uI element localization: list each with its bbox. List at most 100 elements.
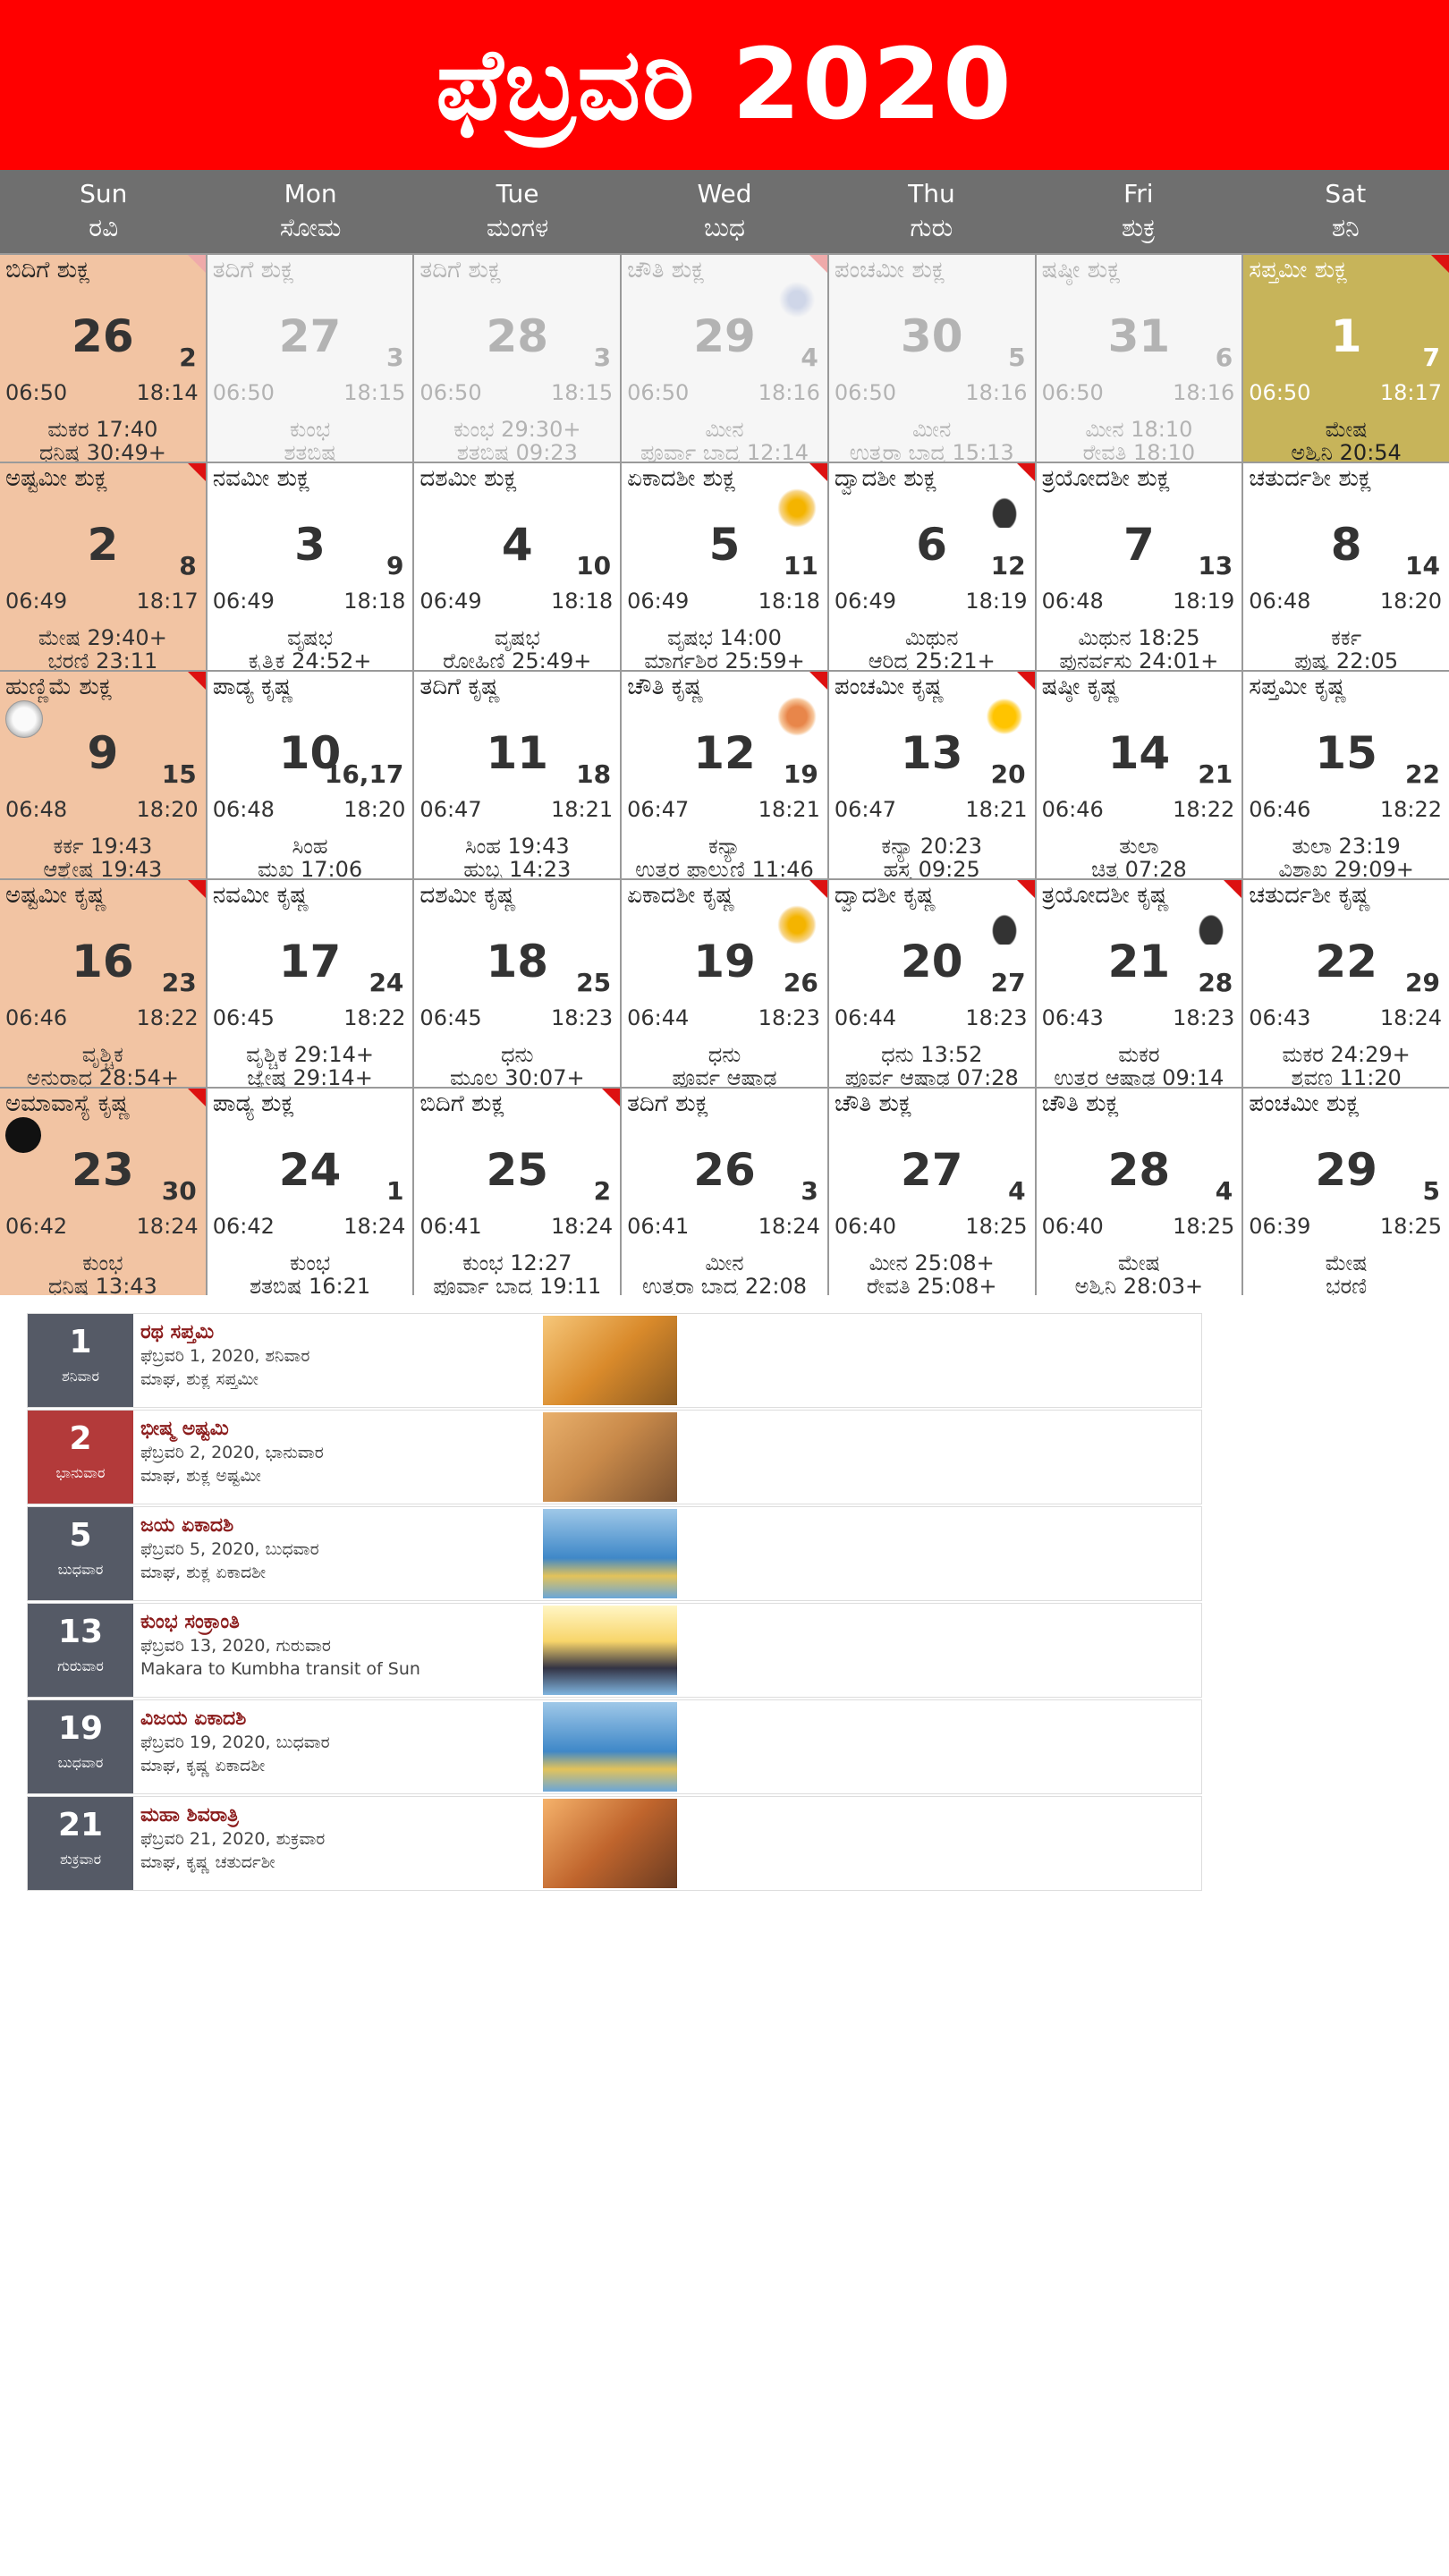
day-cell[interactable]: ಅಮಾವಾಸ್ಯೆ ಕೃಷ್ಣ 23 30 06:42 18:24 ಕುಂಭ ಧನಿಷ್ಠ …: [0, 1089, 206, 1295]
day-cell[interactable]: ನವಮೀ ಶುಕ್ಲ 3 9 06:49 18:18 ವೃಷಭ ಕೃತ್ತಿಕ 24:52+: [207, 463, 413, 670]
day-cell[interactable]: ಏಕಾದಶೀ ಶುಕ್ಲ 5 11 06:49 18:18 ವೃಷಭ 14:00 ಮಾರ್ಗ…: [622, 463, 827, 670]
sunset-time: 18:24: [1379, 1005, 1442, 1030]
sunrise-time: 06:42: [5, 1214, 68, 1239]
weekday-en-label: Thu: [908, 179, 955, 208]
tithi-label: ಏಕಾದಶೀ ಕೃಷ್ಣ: [627, 882, 735, 909]
day-cell[interactable]: ಪಂಚಮೀ ಕೃಷ್ಣ 13 20 06:47 18:21 ಕನ್ಯಾ 20:23 ಹಸ್ತ…: [828, 672, 1035, 878]
festival-row[interactable]: 13 ಗುರುವಾರ ಕುಂಭ ಸಂಕ್ರಾಂತಿ ಫೆಬ್ರವರಿ 13, 2020…: [27, 1603, 1202, 1698]
day-cell[interactable]: ಚೌತಿ ಶುಕ್ಲ 29 4 06:50 18:16 ಮೀನ ಪೂರ್ವಾ ಬಾದ್ರ 1…: [622, 255, 827, 462]
festival-image[interactable]: [543, 1606, 677, 1695]
festival-row[interactable]: 19 ಬುಧವಾರ ವಿಜಯ ಏಕಾದಶಿ ಫೆಬ್ರವರಿ 19, 2020, ಬು…: [27, 1699, 1202, 1794]
festival-row-spacer: [677, 1314, 1201, 1407]
day-cell[interactable]: ಚತುರ್ದಶೀ ಕೃಷ್ಣ 22 29 06:43 18:24 ಮಕರ 24:29+ ಶ್…: [1243, 880, 1449, 1087]
day-cell[interactable]: ದ್ವಾದಶೀ ಕೃಷ್ಣ 20 27 06:44 18:23 ಧನು 13:52 ಪೂರ್…: [828, 880, 1035, 1087]
sunset-time: 18:21: [758, 797, 820, 822]
day-cell[interactable]: ತ್ರಯೋದಶೀ ಶುಕ್ಲ 7 13 06:48 18:19 ಮಿಥುನ 18:25 ಪು…: [1036, 463, 1242, 670]
day-cell[interactable]: ಹುಣ್ಣಿಮೆ ಶುಕ್ಲ 9 15 06:48 18:20 ಕರ್ಕ 19:43 ಆಶ್…: [0, 672, 206, 878]
day-cell[interactable]: ಪಾಡ್ಯ ಶುಕ್ಲ 24 1 06:42 18:24 ಕುಂಭ ಶತಬಿಷ 16:21: [207, 1089, 413, 1295]
sunset-time: 18:16: [965, 380, 1028, 405]
weekday-thu: Thu ಗುರು: [828, 170, 1035, 253]
day-cell[interactable]: ಸಪ್ತಮೀ ಕೃಷ್ಣ 15 22 06:46 18:22 ತುಲಾ 23:19 ವಿಶಾ…: [1243, 672, 1449, 878]
day-cell[interactable]: ಪಂಚಮೀ ಶುಕ್ಲ 30 5 06:50 18:16 ಮೀನ ಉತ್ತರಾ ಬಾದ್ರ …: [828, 255, 1035, 462]
festival-name-link[interactable]: ವಿಜಯ ಏಕಾದಶಿ: [140, 1707, 247, 1730]
day-cell[interactable]: ತದಿಗೆ ಕೃಷ್ಣ 11 18 06:47 18:21 ಸಿಂಹ 19:43 ಹುಬ್ಬ…: [414, 672, 621, 878]
nakshatra-line: ಶತಬಿಷ 09:23: [456, 440, 578, 462]
festival-name-link[interactable]: ಕುಂಭ ಸಂಕ್ರಾಂತಿ: [140, 1611, 240, 1633]
festival-image[interactable]: [543, 1316, 677, 1405]
sunset-time: 18:15: [343, 380, 406, 405]
day-cell[interactable]: ಸಪ್ತಮೀ ಶುಕ್ಲ 1 7 06:50 18:17 ಮೇಷ ಅಶ್ವಿನಿ 20:54: [1243, 255, 1449, 462]
day-cell[interactable]: ದಶಮೀ ಶುಕ್ಲ 4 10 06:49 18:18 ವೃಷಭ ರೋಹಿಣಿ 25:49+: [414, 463, 621, 670]
weekday-en-label: Wed: [697, 179, 752, 208]
festival-name-link[interactable]: ಜಯ ಏಕಾದಶಿ: [140, 1514, 234, 1537]
day-cell[interactable]: ಅಷ್ಟಮೀ ಕೃಷ್ಣ 16 23 06:46 18:22 ವೃಶ್ಚಿಕ ಅನುರಾಧ …: [0, 880, 206, 1087]
day-cell[interactable]: ತದಿಗೆ ಶುಕ್ಲ 28 3 06:50 18:15 ಕುಂಭ 29:30+ ಶತಬಿಷ…: [414, 255, 621, 462]
day-cell[interactable]: ಷಷ್ಠೀ ಕೃಷ್ಣ 14 21 06:46 18:22 ತುಲಾ ಚಿತ್ರ 07:28: [1036, 672, 1242, 878]
day-cell[interactable]: ಪಾಡ್ಯ ಕೃಷ್ಣ 10 16,17 06:48 18:20 ಸಿಂಹ ಮಖ 17:06: [207, 672, 413, 878]
day-cell[interactable]: ತ್ರಯೋದಶೀ ಕೃಷ್ಣ 21 28 06:43 18:23 ಮಕರ ಉತ್ತರ ಆಷಾ…: [1036, 880, 1242, 1087]
rashi-line: ವೃಷಭ: [494, 625, 540, 650]
lunar-day-number: 2: [179, 343, 197, 372]
rashi-line: ಮೀನ 18:10: [1085, 417, 1193, 442]
rashi-line: ಮೀನ: [705, 1250, 744, 1275]
festival-date-badge: 2 ಭಾನುವಾರ: [28, 1411, 133, 1504]
day-cell[interactable]: ಬಿದಿಗೆ ಶುಕ್ಲ 26 2 06:50 18:14 ಮಕರ 17:40 ಧನಿಷ್ಠ…: [0, 255, 206, 462]
shiva-linga-icon: [984, 905, 1024, 945]
nakshatra-line: ಉತ್ತರ ಆಷಾಢ 09:14: [1054, 1065, 1224, 1087]
day-cell[interactable]: ನವಮೀ ಕೃಷ್ಣ 17 24 06:45 18:22 ವೃಶ್ಚಿಕ 29:14+ ಜ್…: [207, 880, 413, 1087]
festival-row[interactable]: 1 ಶನಿವಾರ ರಥ ಸಪ್ತಮಿ ಫೆಬ್ರವರಿ 1, 2020, ಶನಿವಾರ…: [27, 1313, 1202, 1408]
festival-image[interactable]: [543, 1509, 677, 1598]
nakshatra-info: ವೃಶ್ಚಿಕ ಅನುರಾಧ 28:54+: [0, 1043, 206, 1087]
nakshatra-line: ಉತ್ತರಾ ಬಾದ್ರ 22:08: [641, 1274, 807, 1295]
nakshatra-info: ಧನು ಮೂಲ 30:07+: [414, 1043, 620, 1087]
festival-name-link[interactable]: ಭೀಷ್ಮ ಅಷ್ಟಮಿ: [140, 1418, 229, 1440]
festival-name-link[interactable]: ರಥ ಸಪ್ತಮಿ: [140, 1321, 215, 1343]
day-number: 8: [1330, 519, 1362, 571]
tithi-label: ತದಿಗೆ ಶುಕ್ಲ: [212, 257, 294, 284]
sunrise-time: 06:39: [1249, 1214, 1311, 1239]
nakshatra-line: ಆರಿದ್ರ 25:21+: [868, 648, 996, 670]
tithi-label: ದಶಮೀ ಕೃಷ್ಣ: [419, 882, 517, 909]
lunar-day-number: 3: [386, 343, 404, 372]
festival-row[interactable]: 5 ಬುಧವಾರ ಜಯ ಏಕಾದಶಿ ಫೆಬ್ರವರಿ 5, 2020, ಬುಧವಾರ…: [27, 1506, 1202, 1601]
nakshatra-info: ಕರ್ಕ ಪುಷ್ಯ 22:05: [1243, 626, 1449, 670]
day-cell[interactable]: ಏಕಾದಶೀ ಕೃಷ್ಣ 19 26 06:44 18:23 ಧನು ಪೂರ್ವ ಆಷಾಢ: [622, 880, 827, 1087]
tithi-label: ಅಷ್ಟಮೀ ಕೃಷ್ಣ: [5, 882, 107, 909]
day-cell[interactable]: ಚೌತಿ ಶುಕ್ಲ 28 4 06:40 18:25 ಮೇಷ ಅಶ್ವಿನಿ 28:03+: [1036, 1089, 1242, 1295]
festival-image[interactable]: [543, 1799, 677, 1888]
tithi-label: ನವಮೀ ಶುಕ್ಲ: [212, 465, 310, 492]
tithi-label: ಪಾಡ್ಯ ಕೃಷ್ಣ: [212, 674, 294, 700]
festival-image[interactable]: [543, 1412, 677, 1502]
nakshatra-info: ಮಿಥುನ ಆರಿದ್ರ 25:21+: [829, 626, 1035, 670]
sunset-time: 18:22: [343, 1005, 406, 1030]
festival-detail-text: ಮಾಘ, ಕೃಷ್ಣ ಚತುರ್ದಶೀ: [140, 1852, 275, 1872]
event-marker-icon: [187, 880, 206, 898]
day-cell[interactable]: ಷಷ್ಠೀ ಶುಕ್ಲ 31 6 06:50 18:16 ಮೀನ 18:10 ರೇವತಿ 1…: [1036, 255, 1242, 462]
tithi-label: ಅಮಾವಾಸ್ಯೆ ಕೃಷ್ಣ: [5, 1090, 131, 1117]
nakshatra-info: ತುಲಾ ಚಿತ್ರ 07:28: [1037, 835, 1242, 878]
day-cell[interactable]: ದ್ವಾದಶೀ ಶುಕ್ಲ 6 12 06:49 18:19 ಮಿಥುನ ಆರಿದ್ರ 25…: [828, 463, 1035, 670]
weekday-kn-label: ರವಿ: [89, 213, 119, 242]
day-cell[interactable]: ಚತುರ್ದಶೀ ಶುಕ್ಲ 8 14 06:48 18:20 ಕರ್ಕ ಪುಷ್ಯ 22:…: [1243, 463, 1449, 670]
event-marker-icon: [1224, 880, 1242, 898]
festival-image[interactable]: [543, 1702, 677, 1792]
weekday-kn-label: ಬುಧ: [704, 213, 745, 242]
nakshatra-line: ಹಸ್ತ 09:25: [883, 857, 980, 878]
festival-name-link[interactable]: ಮಹಾ ಶಿವರಾತ್ರಿ: [140, 1804, 239, 1826]
day-cell[interactable]: ಬಿದಿಗೆ ಶುಕ್ಲ 25 2 06:41 18:24 ಕುಂಭ 12:27 ಪೂರ್ವ…: [414, 1089, 621, 1295]
day-cell[interactable]: ಅಷ್ಟಮೀ ಶುಕ್ಲ 2 8 06:49 18:17 ಮೇಷ 29:40+ ಭರಣಿ 2…: [0, 463, 206, 670]
day-cell[interactable]: ದಶಮೀ ಕೃಷ್ಣ 18 25 06:45 18:23 ಧನು ಮೂಲ 30:07+: [414, 880, 621, 1087]
festival-row[interactable]: 21 ಶುಕ್ರವಾರ ಮಹಾ ಶಿವರಾತ್ರಿ ಫೆಬ್ರವರಿ 21, 2020…: [27, 1796, 1202, 1891]
festival-row[interactable]: 2 ಭಾನುವಾರ ಭೀಷ್ಮ ಅಷ್ಟಮಿ ಫೆಬ್ರವರಿ 2, 2020, ಭಾ…: [27, 1410, 1202, 1504]
sunrise-time: 06:50: [1249, 380, 1311, 405]
day-cell[interactable]: ಚೌತಿ ಕೃಷ್ಣ 12 19 06:47 18:21 ಕನ್ಯಾ ಉತ್ತರ ಫಾಲ್ಗ…: [622, 672, 827, 878]
event-marker-icon: [602, 1089, 621, 1106]
day-cell[interactable]: ತದಿಗೆ ಶುಕ್ಲ 27 3 06:50 18:15 ಕುಂಭ ಶತಬಿಷ: [207, 255, 413, 462]
day-cell[interactable]: ಚೌತಿ ಶುಕ್ಲ 27 4 06:40 18:25 ಮೀನ 25:08+ ರೇವತಿ 2…: [828, 1089, 1035, 1295]
day-cell[interactable]: ಪಂಚಮೀ ಶುಕ್ಲ 29 5 06:39 18:25 ಮೇಷ ಭರಣಿ: [1243, 1089, 1449, 1295]
sunrise-time: 06:46: [1249, 797, 1311, 822]
vishnu-icon: [776, 488, 817, 528]
day-cell[interactable]: ತದಿಗೆ ಶುಕ್ಲ 26 3 06:41 18:24 ಮೀನ ಉತ್ತರಾ ಬಾದ್ರ …: [622, 1089, 827, 1295]
weekday-en-label: Tue: [496, 179, 539, 208]
tithi-label: ಪಾಡ್ಯ ಶುಕ್ಲ: [212, 1090, 295, 1117]
